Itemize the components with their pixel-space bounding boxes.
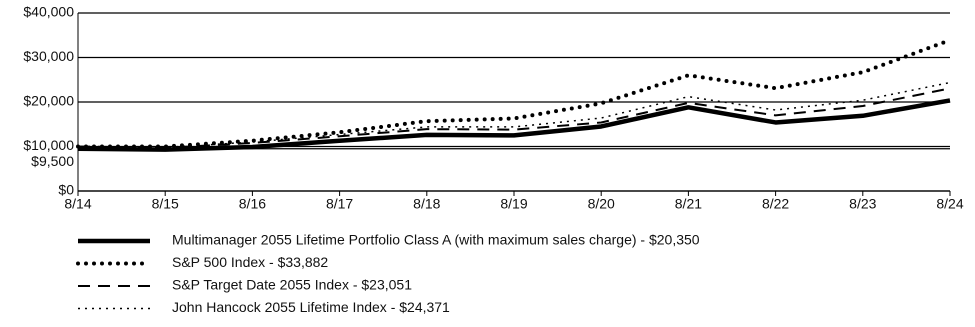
x-tick-label: 8/23: [849, 196, 876, 212]
y-tick-label: $30,000: [23, 48, 74, 64]
x-tick-label: 8/15: [152, 196, 179, 212]
legend-label: John Hancock 2055 Lifetime Index - $24,3…: [172, 299, 450, 315]
x-tick-label: 8/17: [326, 196, 353, 212]
x-tick-label: 8/19: [500, 196, 527, 212]
x-tick-label: 8/14: [64, 196, 91, 212]
series-line: [77, 98, 951, 152]
y-tick-label: $20,000: [23, 93, 74, 109]
series-line: [77, 81, 951, 149]
y-tick-label: $0: [58, 182, 74, 198]
series-line: [76, 38, 952, 149]
x-tick-label: 8/21: [675, 196, 702, 212]
y-tick-label: $9,500: [31, 153, 74, 169]
legend-label: S&P Target Date 2055 Index - $23,051: [172, 277, 412, 293]
x-tick-label: 8/18: [413, 196, 440, 212]
y-tick-label: $10,000: [23, 137, 74, 153]
legend-label: S&P 500 Index - $33,882: [172, 254, 328, 270]
x-tick-label: 8/20: [588, 196, 615, 212]
x-tick-label: 8/16: [239, 196, 266, 212]
x-tick-label: 8/22: [762, 196, 789, 212]
legend-label: Multimanager 2055 Lifetime Portfolio Cla…: [172, 232, 700, 248]
series-line: [77, 87, 951, 149]
x-tick-label: 8/24: [936, 196, 963, 212]
y-tick-label: $40,000: [23, 4, 74, 20]
